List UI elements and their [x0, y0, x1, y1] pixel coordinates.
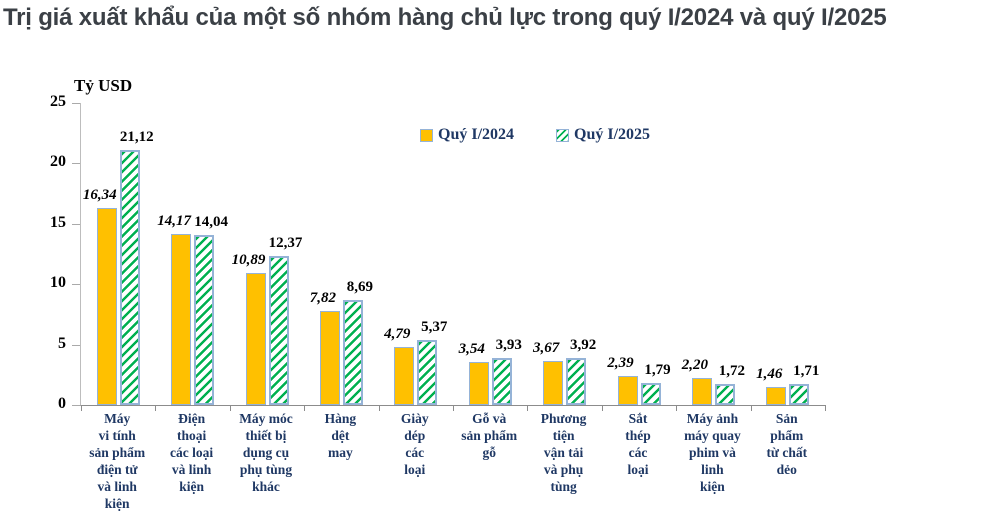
bar-q1-2025 [491, 357, 512, 405]
x-tick-mark [750, 405, 752, 411]
x-tick-mark [453, 405, 454, 411]
bar-q1-2024 [394, 347, 415, 405]
y-tick-label: 15 [50, 213, 66, 231]
legend-label-q1-2025: Quý I/2025 [574, 126, 651, 143]
bar-value-label-q1-2024: 3,67 [532, 339, 560, 356]
category-label: Sắt thép các loại [625, 411, 651, 477]
legend-swatch-q1-2024 [420, 128, 433, 142]
y-axis-title: Tỷ USD [74, 76, 133, 95]
plot-area: 16,34 21,12 14,17 14,04 10,89 12,37 7,82 8,69 4,… [80, 103, 826, 411]
y-tick-mark [72, 405, 80, 406]
y-tick-label: 10 [50, 274, 66, 292]
bar-q1-2024 [543, 360, 564, 405]
x-tick-mark [527, 405, 529, 411]
bar-q1-2024 [319, 310, 340, 405]
category-label: Máy vi tính sản phẩm điện tử và linh kiệ… [89, 411, 146, 511]
legend-swatch-q1-2025 [556, 128, 570, 142]
bar-value-label-q1-2024: 7,82 [309, 289, 337, 306]
bar-value-label-q1-2024: 1,46 [756, 366, 783, 383]
y-tick-mark [72, 103, 80, 104]
bar-value-label-q1-2025: 1,72 [718, 363, 746, 380]
bar-value-label-q1-2025: 3,93 [495, 336, 522, 353]
bar-value-label-q1-2025: 1,79 [644, 362, 671, 379]
bar-value-label-q1-2025: 12,37 [268, 234, 303, 251]
category-label: Giày dép các loại [400, 411, 429, 477]
category-label: Sản phẩm từ chất dẻo [766, 411, 808, 477]
category-label: Phương tiện vận tải và phụ tùng [540, 411, 587, 494]
category-label: Máy móc thiết bị dụng cụ phụ tùng khác [239, 411, 293, 494]
x-tick-mark [229, 405, 231, 411]
x-tick-mark [825, 405, 826, 411]
bar-q1-2024 [617, 376, 638, 405]
x-tick-mark [601, 405, 603, 411]
bar-q1-2025 [119, 149, 140, 405]
x-tick-mark [81, 405, 82, 411]
legend-item-q1-2024: Quý I/2024 [420, 126, 514, 144]
bar-value-label-q1-2025: 8,69 [346, 279, 374, 296]
bar-value-label-q1-2024: 3,54 [458, 341, 485, 358]
bar-q1-2024 [245, 273, 266, 405]
bar-value-label-q1-2024: 2,20 [681, 357, 709, 374]
y-tick-label: 25 [50, 93, 66, 110]
bar-q1-2025 [566, 357, 587, 405]
category-label: Gỗ và sản phẩm gỗ [461, 411, 518, 460]
chart-title: Trị giá xuất khẩu của một số nhóm hàng c… [3, 4, 887, 31]
category-label: Máy ảnh máy quay phim và linh kiện [684, 411, 741, 494]
bar-value-label-q1-2025: 3,92 [569, 336, 597, 353]
legend: Quý I/2024 Quý I/2025 [420, 126, 650, 144]
y-tick-label: 20 [50, 153, 66, 171]
y-tick-label: 5 [58, 334, 66, 352]
bar-value-label-q1-2024: 14,17 [157, 212, 191, 229]
bar-q1-2024 [468, 362, 489, 405]
y-tick-mark [72, 284, 80, 286]
bar-value-label-q1-2024: 10,89 [231, 252, 266, 269]
legend-item-q1-2025: Quý I/2025 [556, 126, 650, 144]
y-tick-mark [72, 344, 80, 346]
bar-value-label-q1-2025: 5,37 [421, 319, 448, 336]
bar-q1-2024 [96, 207, 117, 405]
bar-q1-2025 [640, 383, 661, 405]
bar-value-label-q1-2025: 1,71 [793, 363, 820, 380]
bar-value-label-q1-2024: 2,39 [607, 355, 634, 372]
category-label: Hàng dệt may [324, 411, 357, 460]
x-tick-mark [378, 405, 380, 411]
bar-q1-2024 [691, 378, 712, 405]
bar-value-label-q1-2025: 21,12 [119, 128, 154, 145]
bar-value-label-q1-2025: 14,04 [194, 214, 228, 231]
bar-q1-2025 [342, 300, 363, 405]
x-tick-mark [155, 405, 157, 411]
bar-q1-2024 [766, 387, 787, 405]
legend-label-q1-2024: Quý I/2024 [438, 126, 515, 143]
bar-value-label-q1-2024: 4,79 [384, 326, 411, 343]
x-tick-mark [304, 405, 306, 411]
bar-q1-2025 [268, 255, 289, 405]
bar-q1-2025 [789, 384, 810, 405]
y-tick-mark [72, 163, 80, 165]
y-tick-label: 0 [58, 395, 66, 412]
y-tick-mark [72, 223, 80, 225]
bar-q1-2025 [194, 235, 215, 405]
bar-q1-2025 [714, 384, 735, 405]
bar-q1-2025 [417, 340, 438, 405]
bar-q1-2024 [171, 233, 192, 405]
category-label: Điện thoại các loại và linh kiện [170, 411, 214, 494]
bar-value-label-q1-2024: 16,34 [82, 186, 117, 203]
x-tick-mark [676, 405, 678, 411]
